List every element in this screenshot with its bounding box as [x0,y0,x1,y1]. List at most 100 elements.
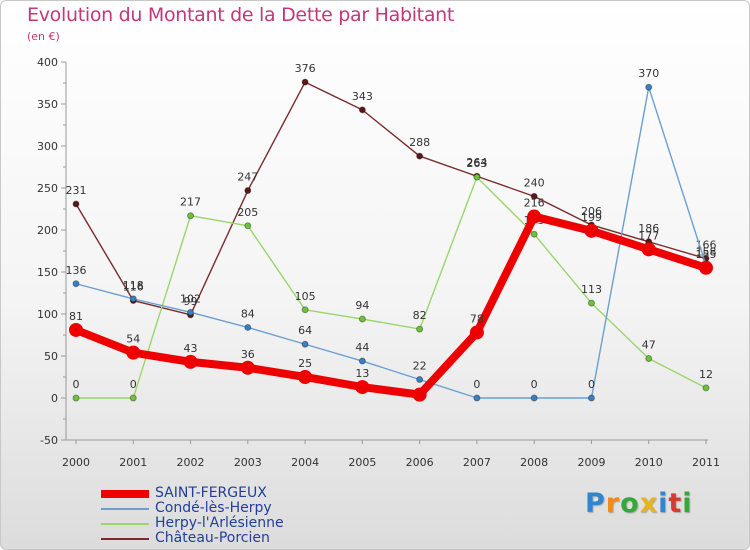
y-tick-label: 400 [37,56,58,69]
x-tick-label: 2000 [62,456,90,469]
legend-swatch [101,522,149,525]
data-label: 177 [638,229,659,242]
data-label: 118 [123,279,144,292]
x-tick-label: 2002 [177,456,205,469]
data-point [72,280,80,288]
data-label: 288 [409,136,430,149]
data-point [699,260,713,275]
x-tick-label: 2001 [119,456,147,469]
data-label: 43 [184,342,198,355]
legend-item: Château-Porcien [101,531,284,546]
data-point [702,384,710,392]
data-point [416,325,424,333]
data-label: 113 [581,283,602,296]
data-label: 47 [642,339,656,352]
data-label: 199 [581,211,602,224]
data-label: 0 [473,378,480,391]
y-tick-label: 200 [37,224,58,237]
x-tick-label: 2005 [348,456,376,469]
x-tick-label: 2009 [577,456,605,469]
series-line [72,212,710,399]
data-point [530,230,538,238]
data-label: 0 [130,378,137,391]
data-point [244,187,252,195]
chart-legend: SAINT-FERGEUX Condé-lès-Herpy Herpy-l'Arlé… [101,486,284,546]
data-label: 376 [295,62,316,75]
legend-item: Condé-lès-Herpy [101,501,284,516]
data-point [129,295,137,303]
data-point [126,345,141,360]
data-point [187,212,195,220]
data-label: 84 [241,307,255,320]
data-label: 102 [180,292,201,305]
y-tick-label: 50 [44,350,58,363]
data-point [416,152,424,160]
legend-label: Château-Porcien [155,530,270,546]
data-label: 13 [355,367,369,380]
data-label: 82 [413,309,427,322]
data-point [69,322,83,337]
legend-swatch [101,489,149,498]
x-tick-label: 2003 [234,456,262,469]
data-point [301,78,309,86]
data-label: 155 [696,248,717,261]
data-label: 263 [466,157,487,170]
data-label: 343 [352,90,373,103]
data-label: 22 [413,360,427,373]
data-label: 216 [524,197,545,210]
data-label: 25 [298,357,312,370]
data-point [358,315,366,323]
data-label: 99 [184,295,198,308]
series-line [75,176,707,399]
data-label: 247 [237,171,258,184]
data-label: 264 [466,156,487,169]
data-label: 0 [588,378,595,391]
legend-item: Herpy-l'Arlésienne [101,516,284,531]
data-point [530,394,538,402]
data-label: 158 [696,245,717,258]
data-label: 12 [699,368,713,381]
data-point [244,222,252,230]
data-point [298,370,313,384]
legend-label: Condé-lès-Herpy [155,500,272,516]
data-point [355,380,370,395]
data-label: 217 [180,196,201,209]
data-label: 54 [126,333,140,346]
data-point [473,173,481,181]
y-tick-label: 350 [37,98,58,111]
data-point [473,394,481,402]
data-label: 0 [531,378,538,391]
x-tick-label: 2010 [635,456,663,469]
legend-swatch [101,507,149,510]
data-point [358,106,366,114]
data-label: 78 [470,312,484,325]
proxiti-logo: Proxiti [585,488,693,519]
data-label: 206 [581,205,602,218]
chart-subtitle: (en €) [27,30,60,43]
data-point [358,357,366,365]
data-label: 64 [298,324,312,337]
data-point [301,306,309,314]
y-tick-label: 300 [37,140,58,153]
data-point [244,323,252,331]
legend-label: SAINT-FERGEUX [155,485,267,501]
data-point [72,200,80,208]
data-point [587,394,595,402]
data-label: 105 [295,290,316,303]
y-tick-label: 250 [37,182,58,195]
data-point [301,340,309,348]
y-tick-label: -50 [40,434,58,447]
data-point [584,223,599,238]
x-tick-label: 2008 [520,456,548,469]
data-label: 205 [237,206,258,219]
data-point [641,242,656,257]
data-point [129,394,137,402]
data-point [530,192,538,200]
data-label: 116 [123,281,144,294]
data-point [527,209,542,224]
x-tick-label: 2004 [291,456,319,469]
data-label: 81 [69,310,83,323]
y-tick-label: 100 [37,308,58,321]
